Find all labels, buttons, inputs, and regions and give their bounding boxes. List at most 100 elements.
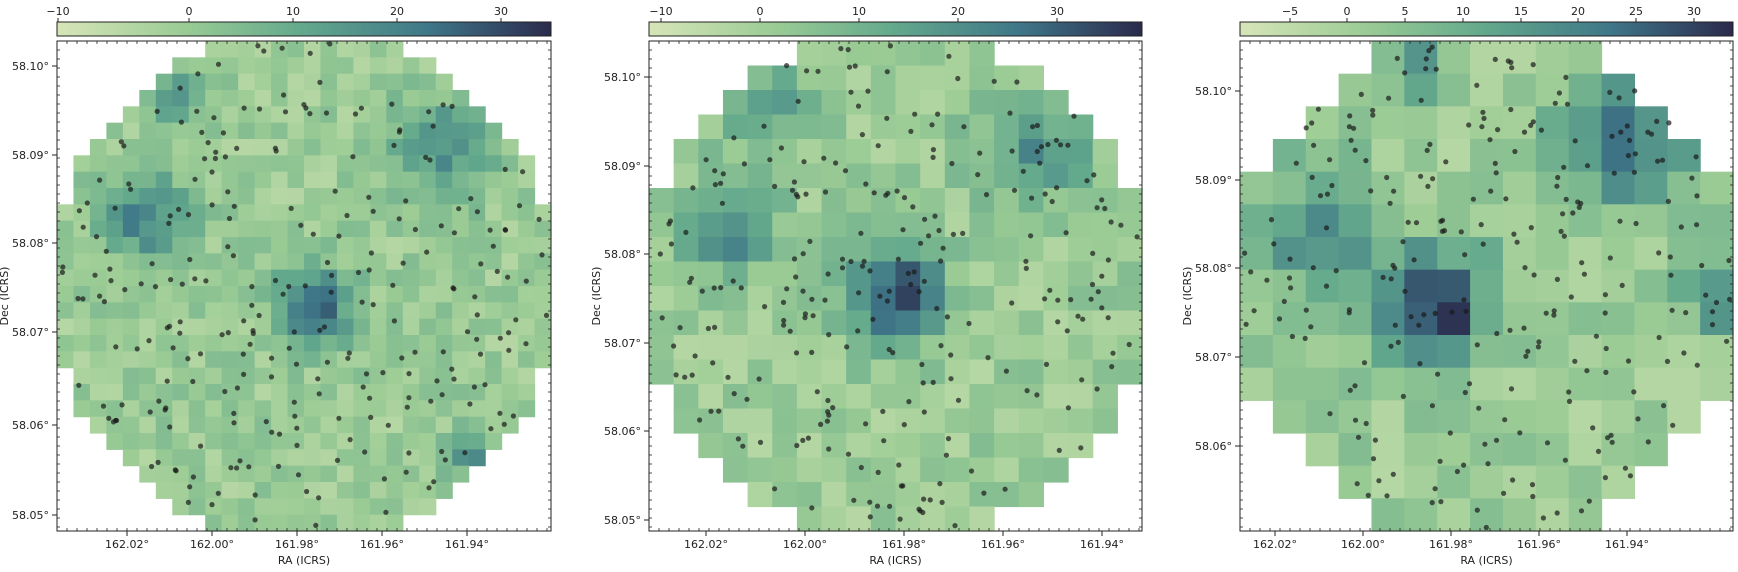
heatmap-cell (920, 433, 946, 459)
heatmap-cell (1535, 302, 1570, 336)
data-point (177, 85, 183, 91)
data-point (985, 355, 991, 361)
data-point (1544, 440, 1551, 446)
heatmap-cell (1092, 335, 1118, 361)
data-point (110, 419, 117, 425)
heatmap-cell (796, 41, 823, 67)
data-point (226, 215, 233, 222)
heatmap-cell (969, 310, 995, 336)
heatmap-cell (238, 335, 256, 352)
data-point (442, 457, 448, 463)
data-point (451, 376, 457, 382)
y-axis-label: Dec (ICRS) (1181, 267, 1194, 326)
heatmap-cell (89, 237, 107, 254)
data-point (712, 324, 718, 330)
data-point (945, 436, 952, 442)
heatmap-cell (254, 482, 272, 499)
heatmap-cell (386, 106, 404, 124)
data-point (815, 68, 821, 74)
heatmap-cell (386, 514, 404, 532)
data-point (960, 230, 966, 236)
heatmap-cell (944, 139, 971, 165)
data-point (1310, 265, 1316, 271)
data-point (390, 282, 396, 288)
heatmap-cell (1068, 408, 1094, 434)
heatmap-cell (402, 367, 420, 385)
heatmap-cell (452, 122, 470, 140)
y-tick-label: 58.05° (604, 514, 641, 527)
heatmap-cell (468, 106, 486, 124)
data-point (1693, 154, 1699, 160)
heatmap-cell (336, 237, 354, 254)
heatmap-cell (944, 286, 971, 312)
heatmap-cell (1371, 335, 1405, 369)
heatmap-cell (1305, 335, 1340, 369)
data-point (195, 71, 201, 77)
heatmap-cell (468, 237, 486, 254)
heatmap-cell (1338, 139, 1373, 173)
heatmap-cell (402, 302, 420, 320)
heatmap-cell (336, 73, 354, 91)
data-point (1088, 296, 1094, 302)
data-point (1528, 122, 1534, 128)
data-point (177, 319, 183, 325)
heatmap-cell (1568, 465, 1603, 499)
heatmap-cell (468, 449, 486, 467)
data-point (108, 278, 114, 284)
heatmap-cell (452, 302, 470, 320)
heatmap-cell (485, 286, 503, 303)
colorbar: −5 0 5 10 15 20 25 30 (1239, 5, 1734, 37)
heatmap-cell (205, 286, 223, 303)
data-point (1608, 432, 1614, 438)
heatmap-cell (205, 220, 223, 238)
colorbar: −10 0 10 20 30 (648, 5, 1143, 37)
data-point (668, 241, 675, 247)
heatmap-cell (122, 449, 140, 467)
heatmap-cell (485, 220, 503, 238)
heatmap-cell (1634, 335, 1668, 369)
heatmap-cell (106, 367, 124, 385)
y-axis-label: Dec (ICRS) (590, 267, 603, 326)
heatmap-cell (238, 73, 256, 91)
heatmap-cell (320, 318, 338, 336)
data-point (225, 330, 231, 336)
data-point (482, 382, 488, 388)
heatmap-cell (402, 335, 420, 352)
heatmap-cell (320, 139, 338, 156)
heatmap-cell (1535, 106, 1570, 140)
heatmap-cell (369, 41, 387, 58)
heatmap-cell (1068, 261, 1094, 287)
data-point (949, 160, 955, 167)
heatmap-cell (287, 122, 305, 140)
data-point (294, 425, 300, 431)
heatmap-cell (106, 384, 124, 401)
heatmap-cell (304, 41, 322, 58)
heatmap-cell (287, 90, 305, 107)
heatmap-cell (287, 384, 305, 401)
heatmap-cell (57, 220, 75, 238)
data-point (406, 371, 412, 377)
heatmap-cell (155, 90, 173, 107)
heatmap-cell (221, 237, 239, 254)
heatmap-cell (402, 155, 420, 173)
heatmap-cell (796, 261, 823, 287)
data-point (362, 449, 368, 455)
heatmap-cell (320, 73, 338, 91)
data-point (1352, 383, 1358, 389)
heatmap-cell (172, 253, 190, 271)
heatmap-cell (271, 171, 289, 189)
data-point (430, 123, 436, 129)
data-point (1043, 361, 1050, 367)
heatmap-cell (57, 253, 75, 271)
data-point (756, 376, 762, 382)
heatmap-cell (188, 433, 206, 450)
heatmap-cell (895, 212, 921, 238)
data-point (263, 419, 269, 425)
heatmap-cell (895, 286, 921, 312)
data-point (859, 263, 866, 269)
data-point (510, 413, 516, 419)
data-point (370, 208, 376, 214)
data-point (146, 338, 152, 344)
heatmap-cell (870, 237, 897, 263)
heatmap-cell (468, 122, 486, 140)
